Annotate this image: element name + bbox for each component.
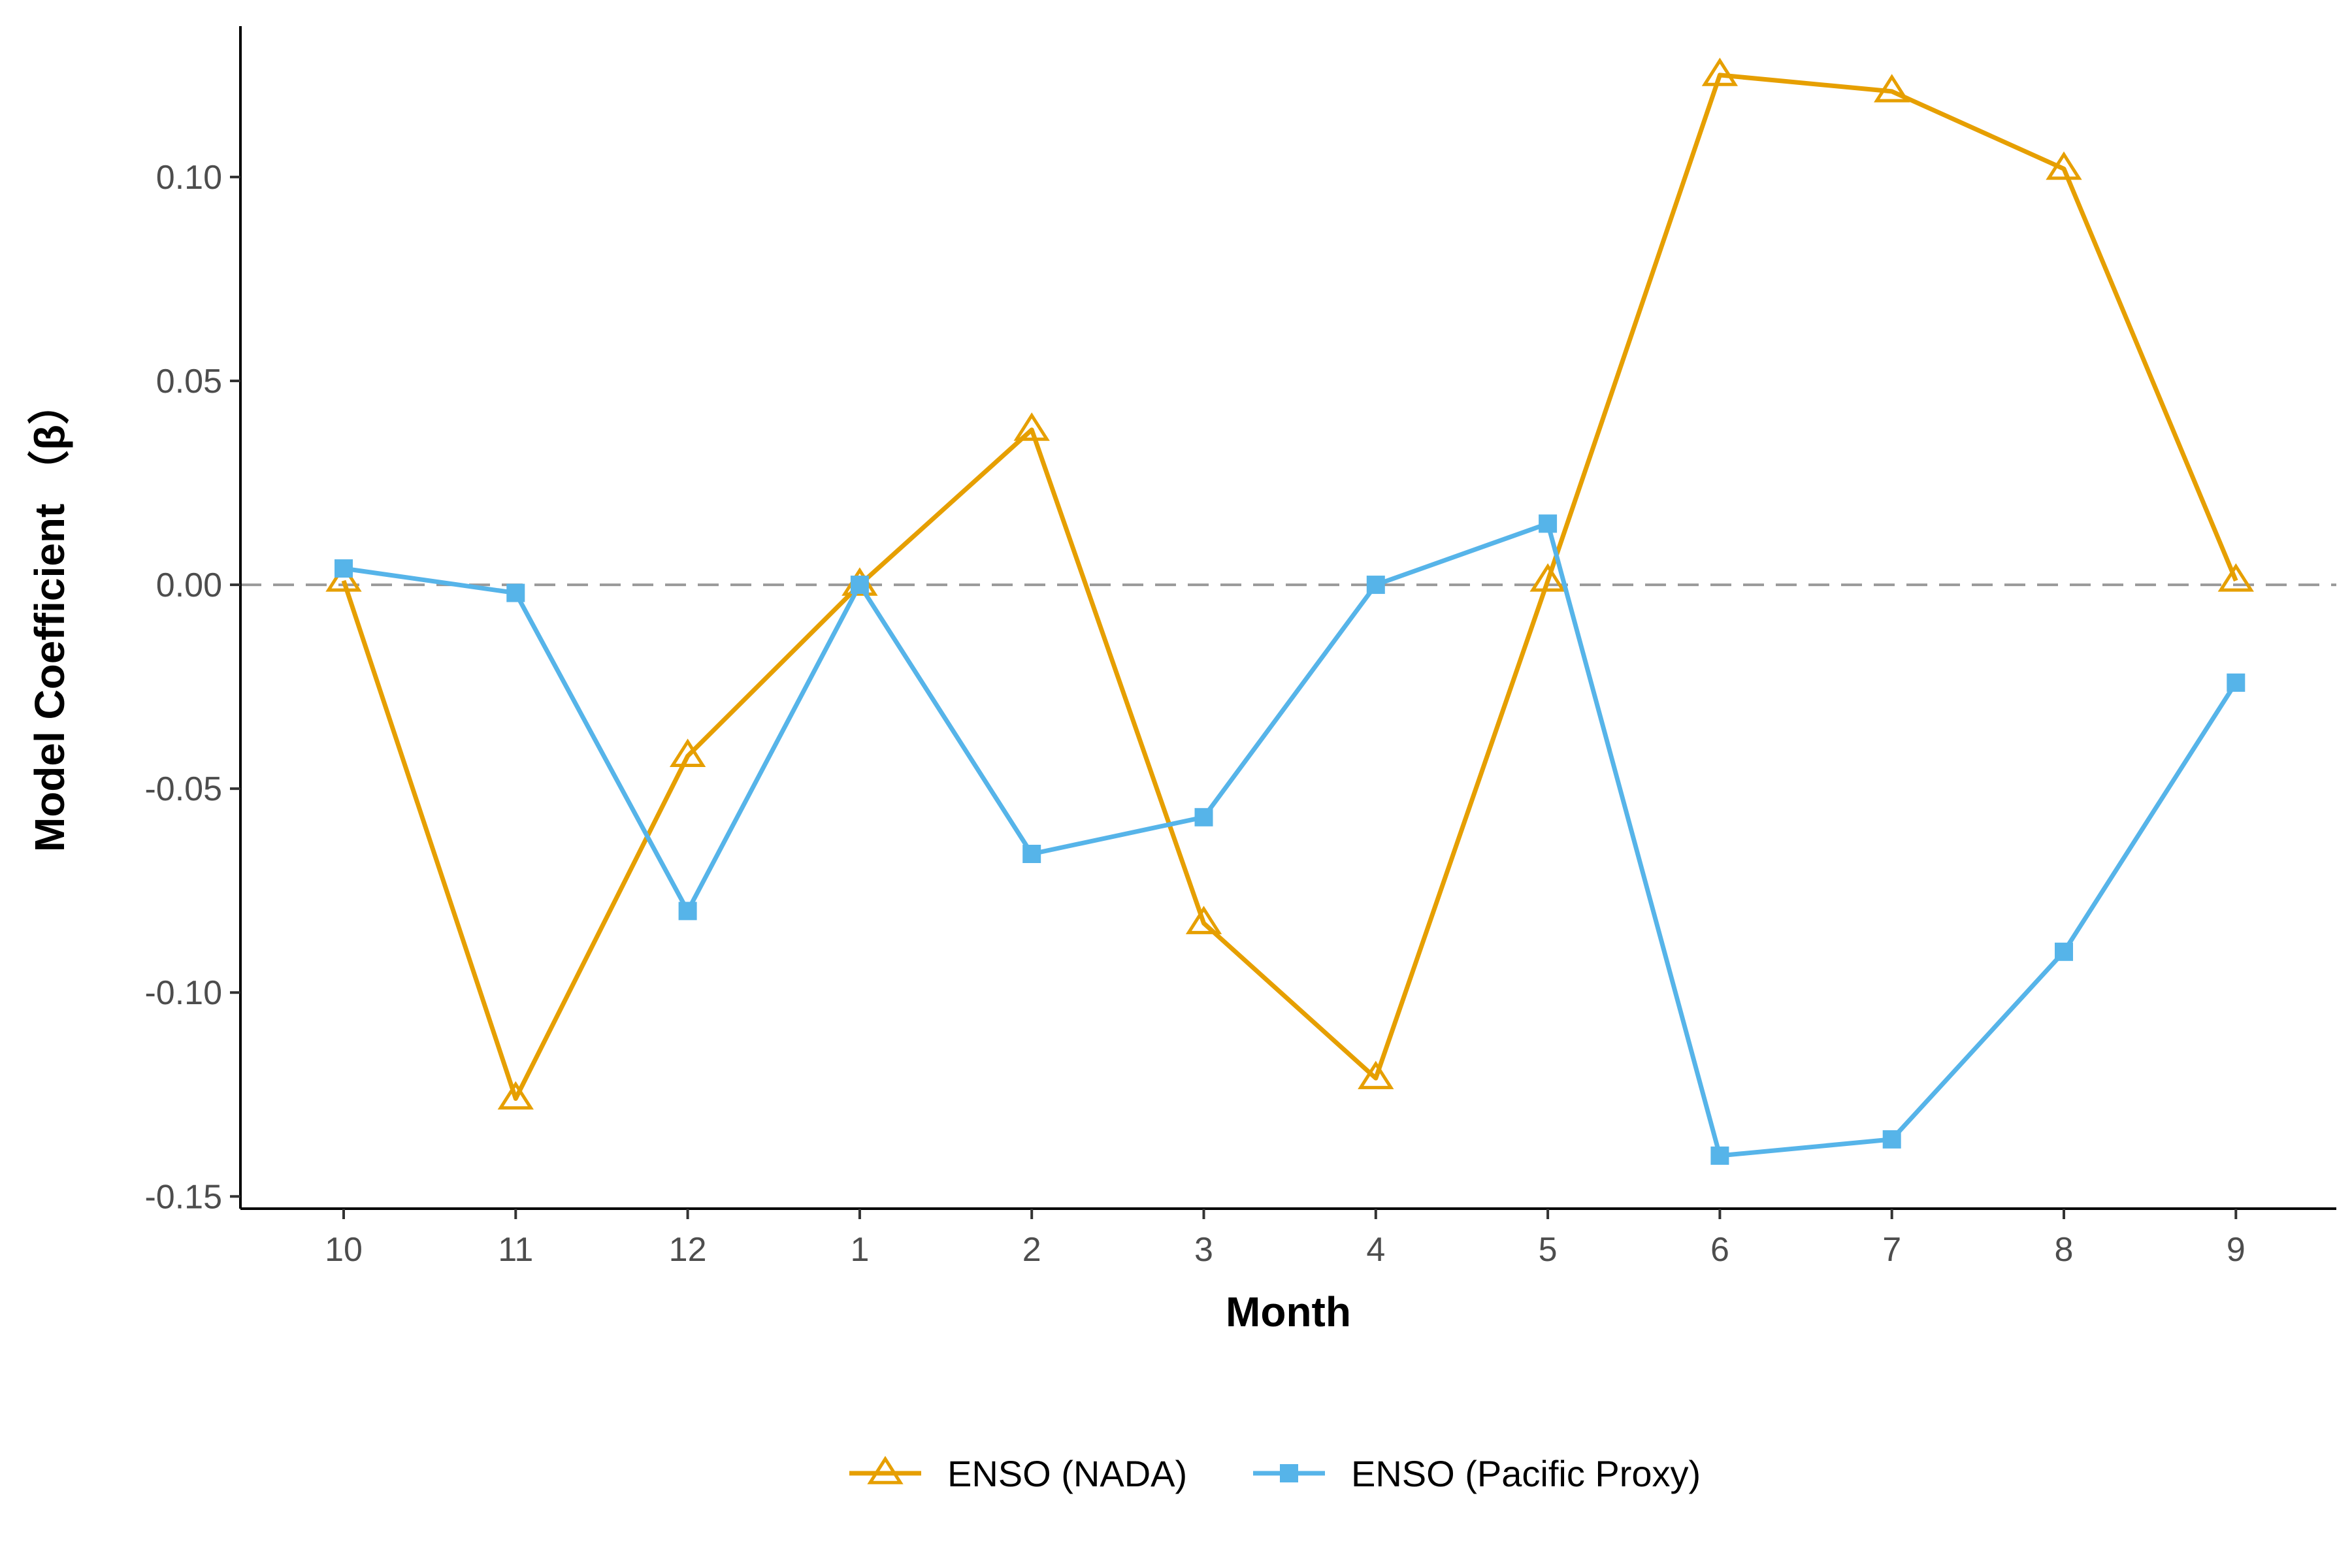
series-1-point: [2046, 151, 2082, 180]
x-tick-label: 7: [1882, 1231, 1901, 1269]
legend-label-1: ENSO (NADA): [947, 1453, 1187, 1494]
y-tick-label: 0.00: [156, 566, 222, 604]
series-2-point: [2227, 673, 2246, 692]
series-2-point: [335, 559, 353, 578]
series-2-point: [2055, 942, 2073, 961]
series-2-point: [1539, 514, 1558, 533]
series-1-point: [1185, 906, 1222, 934]
x-tick-label: 12: [669, 1231, 707, 1269]
series-2-point: [678, 902, 697, 921]
legend-label-2: ENSO (Pacific Proxy): [1351, 1453, 1701, 1494]
y-tick-label: 0.10: [156, 159, 222, 197]
series-2-point: [1710, 1146, 1729, 1165]
y-tick-label: -0.15: [144, 1178, 222, 1216]
series-1-point: [1529, 563, 1566, 592]
series-line-2: [343, 521, 2238, 1158]
x-tick-label: 8: [2055, 1231, 2074, 1269]
series-1-point: [2217, 563, 2254, 592]
x-tick-label: 11: [498, 1231, 533, 1269]
x-axis-title: Month: [1226, 1288, 1351, 1335]
legend-key-marker-1: [867, 1456, 904, 1484]
y-tick-label: -0.05: [144, 770, 222, 808]
series-1-point: [1358, 1060, 1394, 1090]
y-tick-label: -0.10: [144, 974, 222, 1012]
series-2-point: [850, 576, 869, 595]
x-tick-label: 10: [325, 1231, 363, 1269]
legend-key-marker-2: [1280, 1464, 1298, 1482]
x-tick-label: 5: [1539, 1231, 1558, 1269]
x-tick-label: 6: [1710, 1231, 1729, 1269]
series-1-point: [1701, 57, 1739, 86]
y-tick-label: 0.05: [156, 363, 222, 400]
series-2-point: [1366, 576, 1385, 595]
series-1-point: [1874, 74, 1910, 103]
y-axis-title: Model Coefficient （β）: [26, 383, 73, 852]
plot-area: [240, 57, 2336, 1165]
legend: ENSO (NADA) ENSO (Pacific Proxy): [849, 1453, 1701, 1494]
series-1-point: [325, 563, 362, 592]
series-line-1: [341, 73, 2238, 1101]
x-tick-label: 9: [2227, 1231, 2246, 1269]
x-tick-label: 1: [850, 1231, 869, 1269]
series-1-point: [669, 738, 706, 768]
series-2-point: [506, 583, 525, 602]
x-tick-label: 2: [1022, 1231, 1041, 1269]
series-2-point: [1882, 1130, 1901, 1149]
series-2-point: [1022, 845, 1041, 863]
series-1-point: [497, 1081, 534, 1110]
series-1-point: [1013, 412, 1050, 441]
x-tick-label: 3: [1194, 1231, 1213, 1269]
series-2-point: [1194, 808, 1213, 826]
x-tick-label: 4: [1366, 1231, 1385, 1269]
